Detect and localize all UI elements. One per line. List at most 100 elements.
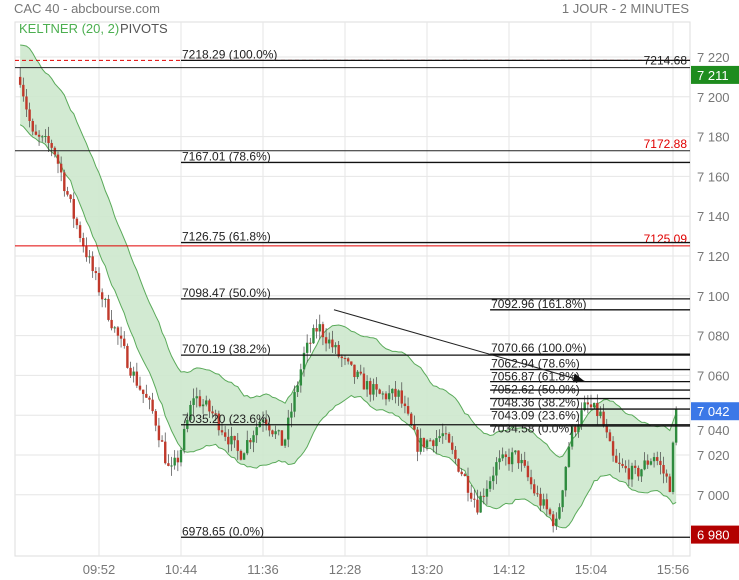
candle-body	[44, 135, 47, 137]
keltner-indicator-label[interactable]: KELTNER (20, 2)	[19, 21, 120, 36]
candle-body	[627, 468, 631, 480]
candle-body	[50, 143, 53, 148]
candle-body	[419, 437, 422, 452]
candle-body	[438, 436, 441, 439]
candle-body	[160, 440, 164, 442]
candle-body	[514, 450, 517, 453]
candle-body	[466, 475, 470, 493]
candle-body	[129, 367, 132, 376]
candle-body	[422, 437, 426, 448]
candle-body	[643, 460, 646, 470]
candle-body	[605, 425, 608, 433]
candle-body	[94, 271, 98, 274]
candle-body	[592, 402, 596, 408]
candle-body	[387, 393, 391, 400]
candle-body	[350, 361, 353, 365]
candle-body	[28, 109, 31, 121]
candle-body	[564, 466, 567, 491]
candle-body	[271, 430, 274, 435]
chart-title: CAC 40 - abcbourse.com	[14, 1, 160, 16]
candle-body	[302, 352, 306, 370]
candle-body	[517, 450, 520, 464]
candle-body	[570, 426, 574, 447]
candle-body	[378, 389, 381, 394]
candle-body	[173, 457, 176, 466]
candle-body	[189, 404, 192, 420]
keltner-lower	[19, 124, 677, 529]
candle-body	[69, 194, 72, 199]
pivots-indicator-label[interactable]: PIVOTS	[120, 21, 168, 36]
candle-body	[583, 402, 586, 411]
candle-body	[230, 435, 233, 445]
candle-body	[432, 440, 435, 447]
candle-body	[555, 518, 558, 527]
candle-body	[41, 136, 44, 138]
candle-body	[299, 369, 303, 386]
candle-body	[476, 499, 479, 513]
candle-body	[287, 417, 290, 440]
candle-body	[37, 134, 41, 137]
candle-body	[305, 342, 309, 353]
candle-body	[195, 396, 198, 399]
x-tick-label: 11:36	[247, 562, 279, 577]
candle-body	[394, 388, 397, 397]
candle-body	[198, 396, 202, 407]
y-tick-label: 7 120	[697, 249, 730, 264]
candle-body	[208, 400, 211, 412]
candle-body	[343, 358, 347, 360]
chart-period[interactable]: 1 JOUR - 2 MINUTES	[561, 1, 689, 16]
candle-body	[384, 393, 388, 400]
candle-body	[356, 371, 359, 378]
candle-body	[406, 406, 410, 414]
candle-body	[104, 298, 107, 300]
candle-body	[561, 490, 564, 508]
candle-body	[567, 446, 571, 467]
candle-body	[346, 358, 350, 362]
candle-body	[309, 342, 312, 344]
candle-body	[668, 476, 672, 492]
candle-body	[63, 172, 66, 192]
candle-body	[66, 191, 69, 195]
y-tick-label: 7 080	[697, 329, 730, 344]
candle-body	[608, 432, 612, 442]
price-label-bg	[691, 402, 739, 421]
candle-body	[529, 477, 533, 485]
fib-left-label: 6978.65 (0.0%)	[182, 524, 264, 538]
candle-body	[359, 371, 362, 374]
candle-body	[145, 393, 148, 398]
candle-body	[551, 514, 555, 527]
candle-body	[211, 411, 214, 414]
candle-body	[321, 324, 325, 338]
candle-body	[365, 381, 369, 390]
fib-right-label: 7070.66 (100.0%)	[491, 341, 586, 355]
candle-body	[589, 404, 593, 408]
candle-body	[621, 463, 624, 466]
candle-body	[252, 435, 255, 443]
fib-right-label: 7056.87 (61.8%)	[491, 370, 580, 384]
candle-body	[447, 433, 451, 443]
candle-body	[337, 344, 340, 357]
candle-body	[85, 246, 88, 258]
price-label-text: 7 042	[697, 404, 730, 419]
candle-body	[435, 438, 438, 447]
candle-body	[97, 273, 101, 293]
candle-body	[220, 430, 224, 433]
candle-body	[665, 473, 668, 477]
candle-body	[507, 456, 511, 465]
candle-body	[451, 442, 454, 450]
candle-body	[107, 298, 110, 320]
candle-body	[277, 430, 280, 432]
x-tick-label: 15:04	[575, 562, 608, 577]
fib-right-label: 7052.62 (50.0%)	[491, 383, 580, 397]
candle-body	[239, 450, 243, 460]
candle-body	[334, 344, 337, 348]
candle-body	[176, 457, 180, 463]
candle-body	[148, 397, 151, 400]
candle-body	[501, 454, 504, 459]
candle-body	[135, 371, 139, 386]
candle-body	[457, 458, 460, 472]
candle-body	[624, 465, 627, 469]
candle-body	[268, 425, 271, 431]
candle-body	[280, 430, 284, 446]
